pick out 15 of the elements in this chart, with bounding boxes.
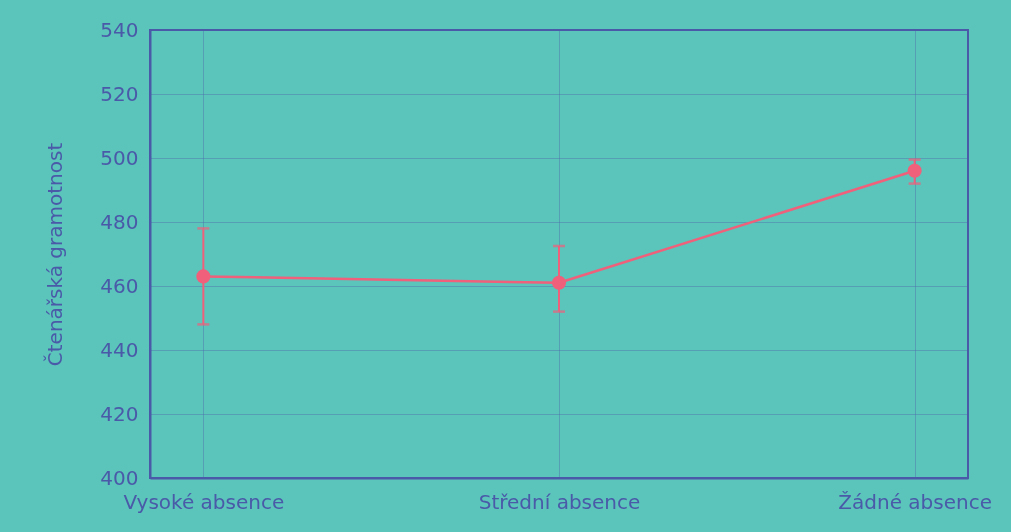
point xyxy=(196,269,211,284)
y-tick-label: 520 xyxy=(100,81,139,106)
y-tick-label: 420 xyxy=(100,401,139,426)
x-tick-label: Střední absence xyxy=(478,489,641,514)
x-tick-label: Vysoké absence xyxy=(123,489,285,514)
y-axis-title: Čtenářská gramotnost xyxy=(43,142,68,367)
y-tick-label: 400 xyxy=(100,465,139,490)
y-tick-label: 480 xyxy=(100,209,139,234)
x-tick-label: Žádné absence xyxy=(838,489,992,514)
y-tick-label: 460 xyxy=(100,273,139,298)
y-tick-label: 500 xyxy=(100,145,139,170)
point xyxy=(907,163,922,178)
y-tick-label: 540 xyxy=(100,17,139,42)
point xyxy=(551,275,567,290)
y-tick-label: 440 xyxy=(100,337,139,362)
